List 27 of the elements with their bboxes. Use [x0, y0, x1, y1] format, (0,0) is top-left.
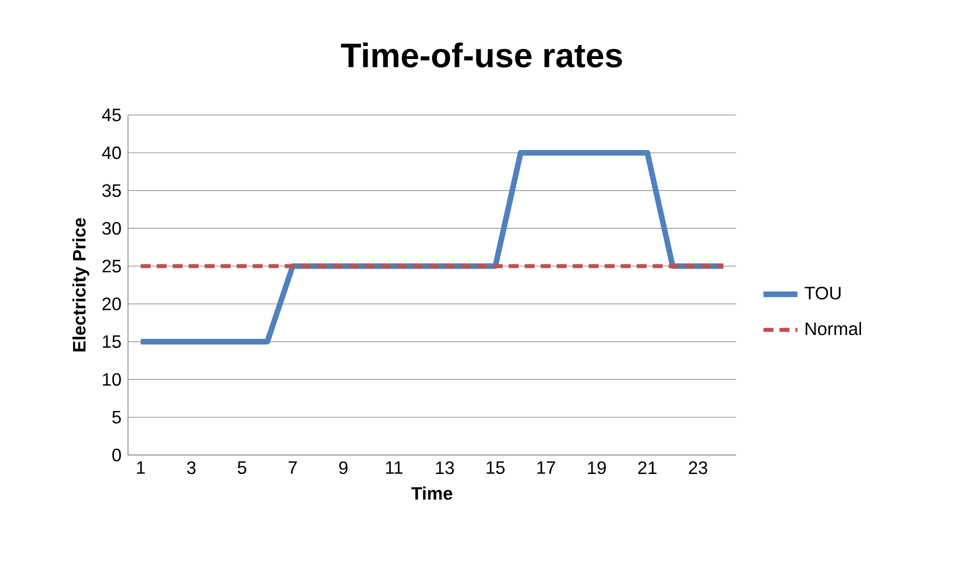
x-tick-label: 1 [137, 461, 145, 474]
y-tick-label: 35 [102, 184, 121, 197]
y-axis-title: Electricity Price [72, 218, 90, 352]
x-tick-label: 11 [386, 461, 402, 474]
x-tick-label: 15 [486, 461, 505, 474]
chart-title: Time-of-use rates [340, 42, 622, 68]
y-tick-label: 25 [102, 260, 121, 272]
x-tick-label: 23 [688, 461, 708, 474]
x-tick-label: 17 [537, 461, 556, 474]
x-axis-title: Time [411, 486, 452, 500]
y-tick-label: 15 [102, 335, 121, 348]
x-tick-label: 13 [436, 461, 454, 474]
y-tick-label: 30 [102, 222, 121, 235]
x-tick-label: 9 [339, 461, 348, 474]
x-tick-label: 7 [288, 461, 297, 474]
x-tick-label: 3 [187, 461, 196, 474]
y-tick-label: 45 [102, 108, 121, 122]
legend-label: Normal [806, 322, 862, 336]
x-tick-label: 5 [238, 461, 246, 474]
y-tick-label: 20 [102, 298, 121, 310]
y-tick-label: 0 [112, 448, 121, 462]
y-tick-label: 5 [112, 410, 121, 424]
x-tick-label: 21 [638, 461, 656, 474]
y-tick-label: 40 [102, 146, 121, 160]
legend-label: TOU [804, 286, 841, 300]
y-tick-label: 10 [102, 373, 121, 386]
x-tick-label: 19 [588, 461, 606, 474]
